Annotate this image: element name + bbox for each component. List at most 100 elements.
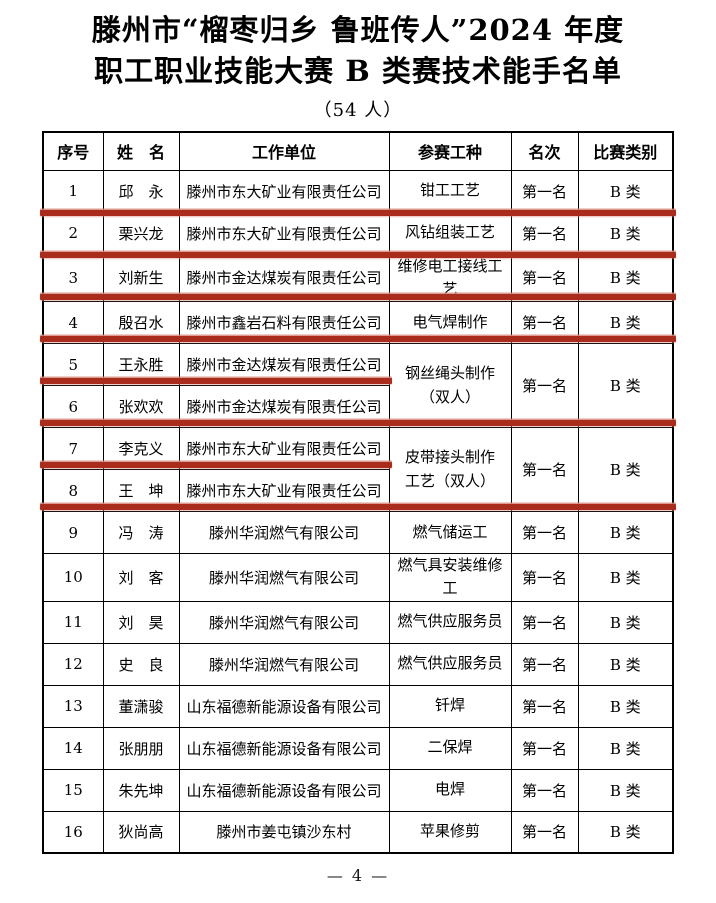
red-underline-mark — [40, 420, 676, 426]
table-cell: B 类 — [577, 553, 674, 602]
table-cell: 苹果修剪 — [388, 810, 512, 854]
table-cell: 刘 客 — [102, 553, 180, 602]
table-cell: 皮带接头制作 工艺（双人） — [388, 427, 512, 512]
table-cell: 1 — [42, 169, 104, 213]
table-cell: 钎焊 — [388, 684, 512, 728]
table-cell: 邱 永 — [102, 169, 180, 213]
table-row: 2 栗兴龙 滕州市东大矿业有限责任公司 风钻组装工艺 第一名 B 类 — [42, 211, 674, 255]
table-cell: 燃气具安装维修工 — [388, 553, 512, 602]
table-row: 5 王永胜 滕州市金达煤炭有限责任公司 钢丝绳头制作 （双人） 第一名 B 类 — [42, 343, 674, 428]
red-underline-mark — [40, 336, 676, 342]
table-row: 14 张朋朋 山东福德新能源设备有限公司 二保焊 第一名 B 类 — [42, 726, 674, 770]
document-title-line1: 滕州市“榴枣归乡 鲁班传人”2024 年度 — [91, 13, 625, 47]
table-cell: B 类 — [577, 810, 674, 854]
table-cell: 燃气储运工 — [388, 511, 512, 554]
table-cell: 二保焊 — [388, 726, 512, 770]
table-cell: 滕州市东大矿业有限责任公司 — [178, 169, 390, 213]
table-cell: 栗兴龙 — [102, 211, 180, 255]
table-cell: 第一名 — [510, 600, 579, 644]
table-row: 3 刘新生 滕州市金达煤炭有限责任公司 维修电工接线工艺 第一名 B 类 — [42, 253, 674, 302]
table-row: 16 狄尚高 滕州市姜屯镇沙东村 苹果修剪 第一名 B 类 — [42, 810, 674, 854]
table-cell: B 类 — [577, 726, 674, 770]
table-cell: B 类 — [577, 427, 674, 512]
column-header: 姓 名 — [102, 131, 180, 171]
table-cell: 刘 昊 — [102, 600, 180, 644]
table-cell: 12 — [42, 642, 104, 686]
table-row: 15 朱先坤 山东福德新能源设备有限公司 电焊 第一名 B 类 — [42, 768, 674, 812]
table-cell: 第一名 — [510, 726, 579, 770]
table-cell: 滕州华润燃气有限公司 — [178, 553, 390, 602]
column-header: 工作单位 — [178, 131, 390, 171]
column-header: 序号 — [42, 131, 104, 171]
red-underline-mark — [40, 252, 676, 258]
table-cell: 滕州华润燃气有限公司 — [178, 600, 390, 644]
title-block: 滕州市“榴枣归乡 鲁班传人”2024 年度 职工职业技能大赛 B 类赛技术能手名… — [0, 0, 716, 123]
table-cell: 钢丝绳头制作 （双人） — [388, 343, 512, 428]
headcount-subtitle: （54 人） — [313, 100, 403, 121]
red-underline-mark — [40, 378, 392, 384]
table-cell: 张朋朋 — [102, 726, 180, 770]
table-cell: 2 — [42, 211, 104, 255]
table-cell: 董潇骏 — [102, 684, 180, 728]
document-title-line2: 职工职业技能大赛 B 类赛技术能手名单 — [94, 54, 622, 88]
table-cell: 第一名 — [510, 684, 579, 728]
table-cell: B 类 — [577, 642, 674, 686]
table-header-row: 序号姓 名工作单位 参赛工种 名次 比赛类别 — [42, 131, 674, 171]
table-cell: 第一名 — [510, 768, 579, 812]
table-cell: 10 — [42, 553, 104, 602]
table-cell: B 类 — [577, 343, 674, 428]
table-cell: 史 良 — [102, 642, 180, 686]
table-cell: B 类 — [577, 768, 674, 812]
table-cell: 冯 涛 — [102, 511, 180, 554]
table-cell: 3 — [42, 253, 104, 302]
table-cell: B 类 — [577, 511, 674, 554]
table-cell: 第一名 — [510, 343, 579, 428]
table-cell: B 类 — [577, 600, 674, 644]
table-row: 10 刘 客滕州华润燃气有限公司 燃气具安装维修工 第一名 B 类 — [42, 553, 674, 602]
table-cell: 15 — [42, 768, 104, 812]
table-cell: 第一名 — [510, 810, 579, 854]
red-underline-mark — [40, 294, 676, 300]
table-row: 12 史 良滕州华润燃气有限公司 燃气供应服务员 第一名 B 类 — [42, 642, 674, 686]
table-cell: 第一名 — [510, 553, 579, 602]
red-underline-mark — [40, 504, 676, 510]
table-cell: 电焊 — [388, 768, 512, 812]
table-cell: 风钻组装工艺 — [388, 211, 512, 255]
table-cell: 第一名 — [510, 169, 579, 213]
page-number: — 4 — — [326, 866, 390, 885]
table-cell: 16 — [42, 810, 104, 854]
table-row: 13 董潇骏 山东福德新能源设备有限公司 钎焊 第一名 B 类 — [42, 684, 674, 728]
table-cell: 山东福德新能源设备有限公司 — [178, 726, 390, 770]
table-cell: 狄尚高 — [102, 810, 180, 854]
table-cell: 山东福德新能源设备有限公司 — [178, 684, 390, 728]
table-cell: B 类 — [577, 684, 674, 728]
table-cell: 山东福德新能源设备有限公司 — [178, 768, 390, 812]
table-cell: 9 — [42, 511, 104, 554]
table-cell: 滕州市姜屯镇沙东村 — [178, 810, 390, 854]
table-cell: 滕州市东大矿业有限责任公司 — [178, 211, 390, 255]
table-cell: 钳工工艺 — [388, 169, 512, 213]
column-header: 参赛工种 — [388, 131, 512, 171]
table-cell: 14 — [42, 726, 104, 770]
table-cell: 滕州华润燃气有限公司 — [178, 511, 390, 554]
table-cell: 第一名 — [510, 427, 579, 512]
column-header: 名次 — [510, 131, 579, 171]
table-cell: 燃气供应服务员 — [388, 600, 512, 644]
red-underline-mark — [40, 462, 392, 468]
column-header: 比赛类别 — [577, 131, 674, 171]
table-cell: 第一名 — [510, 511, 579, 554]
table-cell: 燃气供应服务员 — [388, 642, 512, 686]
table-cell: 朱先坤 — [102, 768, 180, 812]
table-cell: 11 — [42, 600, 104, 644]
red-underline-mark — [40, 210, 676, 216]
table-cell: B 类 — [577, 169, 674, 213]
table-cell: 第一名 — [510, 211, 579, 255]
table-cell: 13 — [42, 684, 104, 728]
table-cell: B 类 — [577, 211, 674, 255]
